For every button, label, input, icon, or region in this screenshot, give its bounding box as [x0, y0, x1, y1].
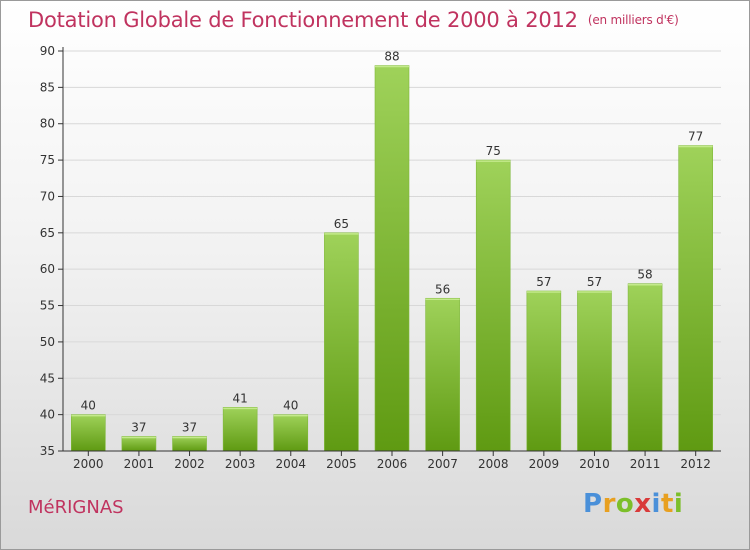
y-tick-label: 45	[40, 371, 55, 385]
bar	[627, 283, 663, 452]
chart-title-text: Dotation Globale de Fonctionnement de 20…	[28, 8, 578, 32]
data-label: 40	[81, 399, 96, 413]
logo-letter: x	[634, 489, 652, 519]
bar	[273, 414, 309, 452]
x-tick-label: 2008	[478, 457, 509, 471]
data-label: 40	[283, 399, 298, 413]
y-tick-label: 75	[40, 153, 55, 167]
y-tick-label: 65	[40, 226, 55, 240]
bar	[425, 297, 460, 452]
data-label: 75	[486, 144, 501, 158]
x-tick-label: 2001	[124, 457, 155, 471]
bar	[222, 407, 258, 452]
data-label: 77	[688, 130, 703, 144]
bar	[526, 290, 562, 452]
x-tick-label: 2006	[377, 457, 408, 471]
data-label: 37	[131, 420, 146, 434]
logo-letter: r	[602, 489, 616, 519]
data-label: 58	[637, 268, 652, 282]
bar	[374, 65, 410, 452]
y-tick-label: 90	[40, 44, 55, 58]
data-label: 57	[536, 275, 551, 289]
x-tick-label: 2010	[579, 457, 610, 471]
x-tick-label: 2011	[630, 457, 661, 471]
x-tick-label: 2004	[275, 457, 306, 471]
proxiti-logo: Proxiti	[583, 489, 683, 519]
data-label: 56	[435, 282, 450, 296]
chart-subtitle: (en milliers d'€)	[587, 13, 679, 27]
y-tick-label: 85	[40, 80, 55, 94]
data-label: 41	[233, 391, 248, 405]
commune-name: MéRIGNAS	[28, 497, 124, 518]
bar	[324, 232, 359, 452]
x-tick-label: 2009	[529, 457, 560, 471]
data-label: 65	[334, 217, 349, 231]
y-tick-label: 55	[40, 299, 55, 313]
x-tick-label: 2000	[73, 457, 104, 471]
bar	[71, 414, 106, 452]
y-tick-label: 40	[40, 408, 55, 422]
bar	[678, 145, 713, 452]
y-tick-label: 60	[40, 262, 55, 276]
chart-title: Dotation Globale de Fonctionnement de 20…	[28, 8, 679, 32]
x-tick-label: 2003	[225, 457, 256, 471]
axes	[58, 47, 721, 456]
data-label: 37	[182, 420, 197, 434]
x-tick-label: 2005	[326, 457, 357, 471]
y-tick-label: 35	[40, 444, 55, 458]
bars	[71, 65, 713, 452]
logo-letter: t	[660, 489, 674, 519]
y-tick-label: 50	[40, 335, 55, 349]
x-tick-label: 2007	[427, 457, 458, 471]
bar	[121, 436, 157, 452]
y-tick-label: 70	[40, 189, 55, 203]
labels: 35 40 45 50 55 60 65 70 75 80 85 90 40 2000 37 2001 37 20…	[40, 44, 711, 471]
logo-letter: i	[673, 489, 684, 519]
data-label: 88	[384, 50, 399, 64]
x-tick-label: 2012	[680, 457, 711, 471]
logo-letter: P	[583, 489, 603, 519]
logo-letter: o	[615, 489, 635, 519]
logo-letter: i	[651, 489, 661, 519]
bar	[577, 290, 612, 452]
x-tick-label: 2002	[174, 457, 205, 471]
y-tick-label: 80	[40, 117, 55, 131]
bar	[475, 159, 511, 452]
data-label: 57	[587, 275, 602, 289]
bar	[172, 436, 207, 452]
